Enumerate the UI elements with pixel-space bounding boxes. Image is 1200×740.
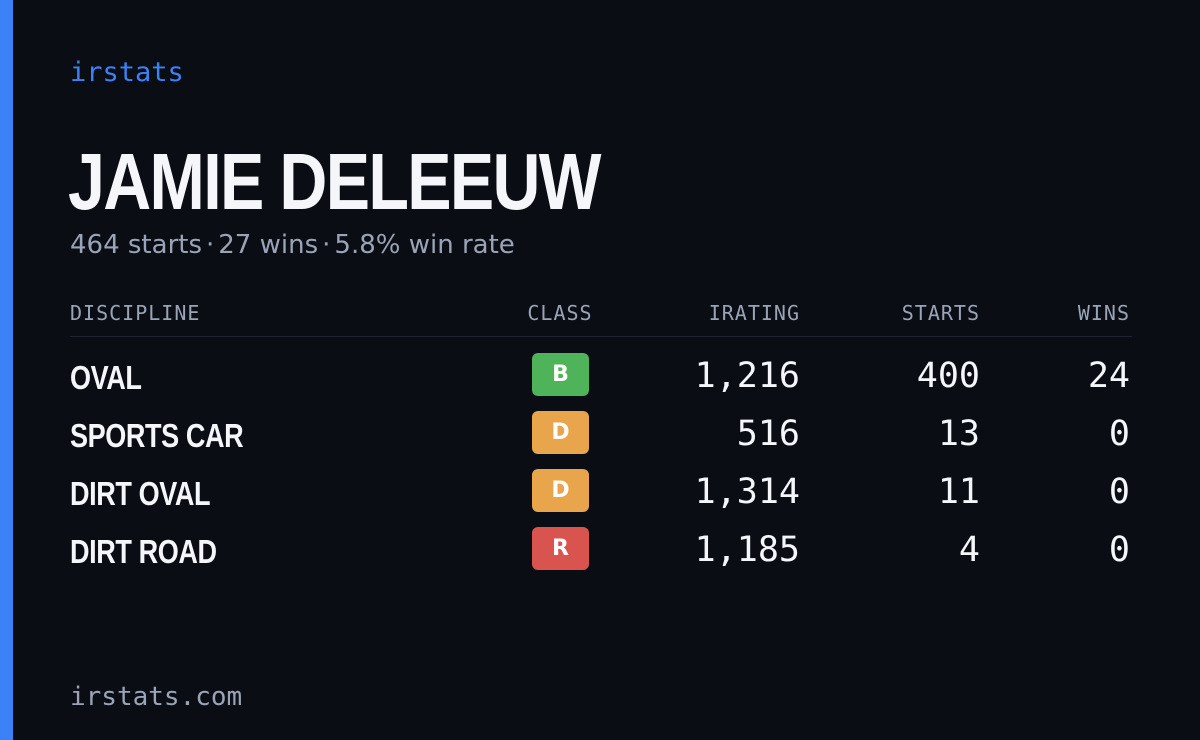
summary-starts: 464 starts <box>70 230 202 260</box>
accent-bar <box>0 0 13 740</box>
driver-summary: 464 starts · 27 wins · 5.8% win rate <box>70 228 515 262</box>
summary-separator: · <box>322 230 331 260</box>
summary-win-rate: 5.8% win rate <box>334 230 515 260</box>
starts-value: 4 <box>958 530 980 570</box>
discipline-stats-table: DISCIPLINE CLASS IRATING STARTS WINS OVA… <box>70 296 1132 570</box>
header-discipline: DISCIPLINE <box>70 301 201 325</box>
driver-name: JAMIE DELEEUW <box>68 137 601 226</box>
class-badge: R <box>532 527 589 570</box>
header-starts: STARTS <box>901 301 980 325</box>
table-row: OVAL B 1,216 400 24 <box>70 337 1132 396</box>
table-row: DIRT ROAD R 1,185 4 0 <box>70 511 1132 570</box>
class-badge: B <box>532 353 589 396</box>
summary-wins: 27 wins <box>218 230 319 260</box>
discipline-name: SPORTS CAR <box>70 417 244 454</box>
discipline-name: OVAL <box>70 359 142 396</box>
table-row: DIRT OVAL D 1,314 11 0 <box>70 453 1132 512</box>
footer-url: irstats.com <box>70 682 243 712</box>
class-badge: D <box>532 469 589 512</box>
starts-value: 13 <box>937 414 980 454</box>
wins-value: 0 <box>1108 472 1130 512</box>
table-row: SPORTS CAR D 516 13 0 <box>70 395 1132 454</box>
wins-value: 24 <box>1087 356 1130 396</box>
irating-value: 1,185 <box>694 530 800 570</box>
irating-value: 1,314 <box>694 472 800 512</box>
wins-value: 0 <box>1108 530 1130 570</box>
starts-value: 400 <box>916 356 980 396</box>
table-header: DISCIPLINE CLASS IRATING STARTS WINS <box>70 296 1132 337</box>
header-wins: WINS <box>1077 301 1130 325</box>
header-irating: IRATING <box>708 301 800 325</box>
irating-value: 516 <box>736 414 800 454</box>
wins-value: 0 <box>1108 414 1130 454</box>
summary-separator: · <box>206 230 215 260</box>
starts-value: 11 <box>937 472 980 512</box>
discipline-name: DIRT OVAL <box>70 475 211 512</box>
discipline-name: DIRT ROAD <box>70 533 217 570</box>
header-class: CLASS <box>527 301 593 325</box>
table-body: OVAL B 1,216 400 24 SPORTS CAR D 516 13 … <box>70 337 1132 570</box>
brand-logo-text: irstats <box>70 57 184 88</box>
class-badge: D <box>532 411 589 454</box>
irating-value: 1,216 <box>694 356 800 396</box>
